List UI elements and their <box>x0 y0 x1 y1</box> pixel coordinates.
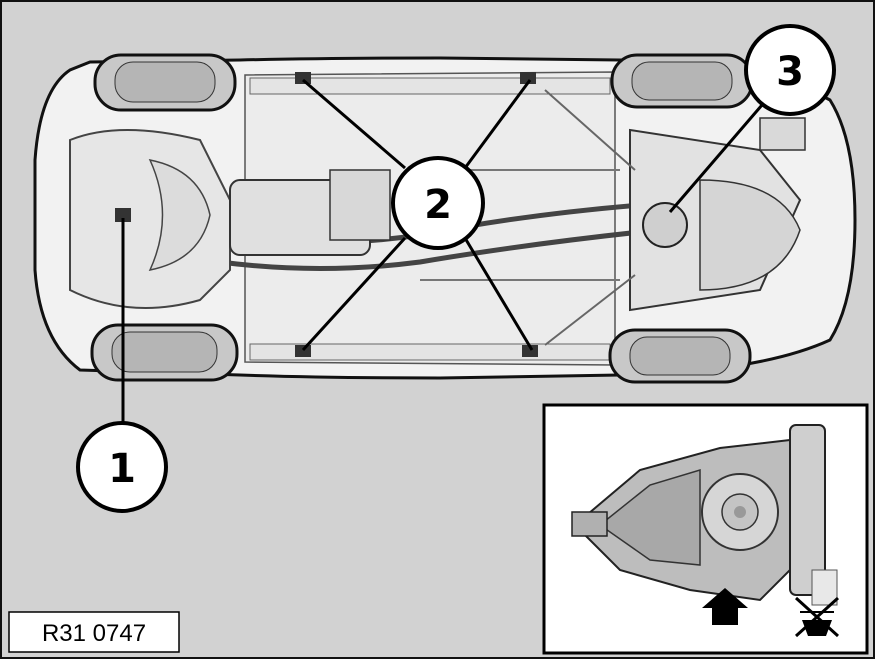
lift-pad-front-left <box>295 72 311 84</box>
leader-line-2d <box>463 237 534 351</box>
callout-3-label: 3 <box>776 49 804 95</box>
oil-pan <box>148 158 211 272</box>
lift-pad-rear-left <box>520 72 536 84</box>
leader-line-2a <box>302 78 406 170</box>
exhaust-pipe-2 <box>219 229 641 271</box>
transfer-unit <box>329 169 391 241</box>
brace <box>544 89 636 171</box>
flange-center <box>734 506 746 518</box>
front-right-wheel <box>90 323 239 382</box>
lift-pad-front-right <box>295 345 311 357</box>
rear-differential <box>642 202 688 248</box>
leader-line-2c <box>301 236 407 352</box>
input-shaft <box>571 511 608 537</box>
fuel-tank <box>699 179 801 291</box>
callout-2: 2 <box>391 156 485 250</box>
leader-line-2b <box>463 79 532 169</box>
callout-2-label: 2 <box>424 182 452 228</box>
differential-cover <box>789 424 826 596</box>
inset-detail <box>542 403 869 655</box>
up-arrow-icon <box>702 588 748 625</box>
callout-1: 1 <box>76 421 168 513</box>
housing-rib <box>598 468 701 566</box>
callout-3: 3 <box>744 24 836 116</box>
leader-line-3 <box>668 97 770 213</box>
lift-pad-rear-right <box>522 345 538 357</box>
crossed-out-lift-point-icon <box>794 596 840 638</box>
callout-1-label: 1 <box>108 446 136 492</box>
reference-code: R31 0747 <box>42 620 146 647</box>
reference-code-box <box>8 611 180 653</box>
brace-2 <box>544 274 636 346</box>
rear-left-wheel <box>610 53 754 109</box>
rear-right-wheel <box>608 328 752 384</box>
front-left-wheel <box>93 53 237 112</box>
mount-bracket <box>811 569 838 606</box>
front-lift-point <box>115 208 131 222</box>
muffler <box>759 117 806 151</box>
engine-bay <box>69 129 231 309</box>
leader-lines <box>121 78 770 422</box>
